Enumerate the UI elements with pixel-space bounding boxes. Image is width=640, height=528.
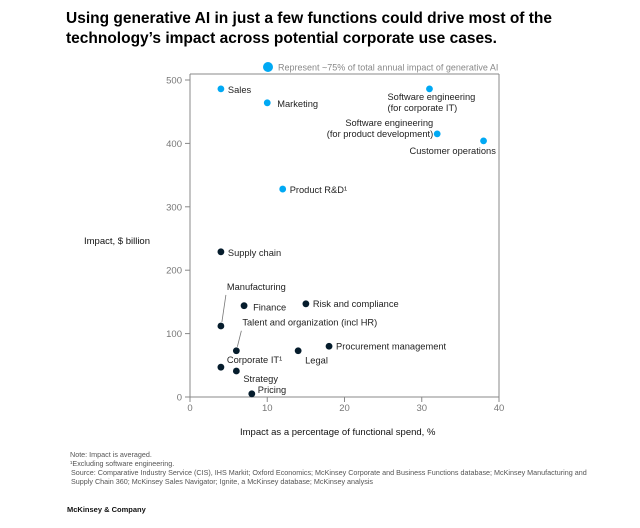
data-point-label: Legal <box>305 356 328 366</box>
data-point-label: Customer operations <box>410 146 497 156</box>
leader-line <box>221 294 227 323</box>
data-point-label: Supply chain <box>228 248 281 258</box>
y-tick-label: 0 <box>177 393 182 404</box>
note: Note: Impact is averaged. <box>70 450 152 459</box>
data-point <box>325 342 333 350</box>
x-tick-label: 30 <box>416 403 427 414</box>
x-axis-label: Impact as a percentage of functional spe… <box>240 427 436 438</box>
legend-marker <box>263 62 273 72</box>
x-tick-label: 40 <box>494 403 505 414</box>
data-point <box>232 347 240 355</box>
y-tick-label: 400 <box>166 139 182 150</box>
data-point-label: Software engineering (for corporate IT) <box>387 92 475 113</box>
data-point-label: Corporate IT¹ <box>227 355 282 365</box>
x-tick-label: 10 <box>262 403 273 414</box>
data-point-label: Pricing <box>258 385 286 395</box>
y-tick-label: 200 <box>166 266 182 277</box>
data-point <box>426 85 433 93</box>
chart-title: Using generative AI in just a few functi… <box>66 10 553 47</box>
data-point <box>217 85 225 93</box>
legend-label: Represent ~75% of total annual impact of… <box>278 63 498 73</box>
footnote: ¹Excluding software engineering. <box>70 459 175 468</box>
source: Source: Comparative Industry Service (CI… <box>71 468 587 486</box>
data-point <box>263 99 271 107</box>
data-point-label: Software engineering (for product develop… <box>327 118 433 139</box>
data-point-label: Product R&D¹ <box>290 185 347 195</box>
brand-logo-text: McKinsey & Company <box>67 505 146 514</box>
data-point <box>217 322 225 330</box>
data-point <box>232 367 240 375</box>
data-point-label: Procurement management <box>336 341 446 351</box>
leader-line <box>236 330 242 347</box>
data-point-label: Talent and organization (incl HR) <box>242 318 377 328</box>
data-point-label: Risk and compliance <box>313 299 399 309</box>
data-point <box>480 137 487 145</box>
data-point-label: Sales <box>228 85 252 95</box>
y-tick-label: 300 <box>166 202 182 213</box>
y-tick-label: 100 <box>166 329 182 340</box>
data-point <box>279 185 287 193</box>
y-axis-label: Impact, $ billion <box>84 236 151 247</box>
data-point <box>294 347 302 355</box>
data-point-label: Manufacturing <box>227 282 286 292</box>
data-point <box>240 302 248 310</box>
data-point <box>302 300 310 308</box>
x-tick-label: 20 <box>339 403 350 414</box>
data-point <box>248 390 256 398</box>
data-point <box>433 130 441 138</box>
data-point <box>217 363 225 371</box>
data-point-label: Strategy <box>243 374 278 384</box>
x-tick-label: 0 <box>187 403 192 414</box>
data-point-label: Finance <box>253 303 286 313</box>
data-point <box>217 248 225 256</box>
data-point-label: Marketing <box>277 99 318 109</box>
y-tick-label: 500 <box>166 76 182 87</box>
